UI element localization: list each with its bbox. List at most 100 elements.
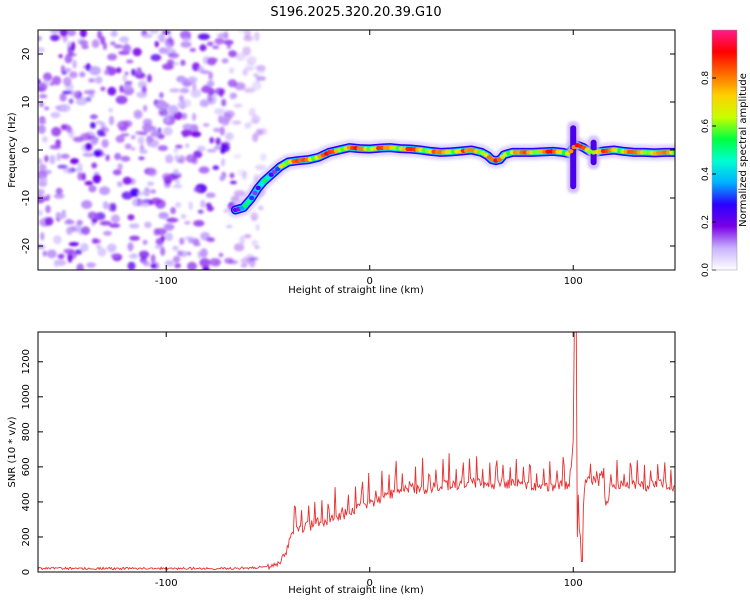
noise-blob <box>127 214 135 221</box>
noise-blob <box>180 30 191 40</box>
noise-blob <box>76 219 83 226</box>
noise-blob <box>87 211 97 220</box>
noise-blob <box>233 103 243 108</box>
noise-blob <box>170 207 177 215</box>
noise-blob <box>86 262 96 268</box>
noise-blob <box>255 223 260 231</box>
noise-blob <box>188 201 193 211</box>
noise-blob <box>157 127 162 133</box>
noise-blob <box>169 88 181 93</box>
noise-blob <box>45 205 51 214</box>
noise-blob <box>198 166 210 174</box>
noise-blob <box>97 30 102 40</box>
noise-blob <box>175 179 181 185</box>
colorbar-tick-label: 0.0 <box>701 263 711 278</box>
noise-blob <box>150 254 156 264</box>
noise-blob <box>129 235 141 241</box>
noise-blob <box>79 71 86 78</box>
y-tick-label: 600 <box>21 457 32 476</box>
noise-blob <box>158 47 168 54</box>
noise-blob <box>63 67 72 73</box>
noise-blob <box>248 107 256 117</box>
noise-blob <box>173 147 179 154</box>
noise-blob <box>142 123 154 133</box>
noise-blob <box>173 168 179 175</box>
noise-blob <box>82 153 95 157</box>
noise-blob <box>132 198 138 207</box>
noise-blob <box>243 87 256 93</box>
noise-blob <box>122 120 133 128</box>
noise-blob <box>166 43 171 50</box>
noise-blob <box>95 76 103 84</box>
noise-blob <box>42 136 48 143</box>
noise-blob <box>185 143 190 148</box>
y-tick-label: -20 <box>21 238 32 254</box>
noise-blob <box>206 148 217 153</box>
noise-blob <box>179 237 185 245</box>
noise-blob <box>187 261 197 270</box>
noise-blob <box>70 158 79 165</box>
colorbar-tick-label: 0.8 <box>701 71 711 86</box>
noise-blob <box>141 33 153 38</box>
noise-blob <box>190 89 202 98</box>
noise-blob <box>69 71 78 79</box>
noise-blob <box>178 155 186 164</box>
snr-ylabel: SNR (10 * v/v) <box>7 416 18 487</box>
noise-blob <box>132 47 142 57</box>
noise-blob <box>91 238 99 244</box>
noise-blob <box>91 218 98 224</box>
noise-blob <box>251 114 261 124</box>
noise-blob <box>75 167 84 173</box>
noise-blob <box>214 87 226 96</box>
ridge-segment <box>255 185 261 191</box>
noise-blob <box>99 220 112 226</box>
noise-blob <box>221 58 229 64</box>
noise-blob <box>91 162 98 169</box>
noise-blob <box>251 216 257 221</box>
noise-blob <box>59 93 67 102</box>
noise-blob <box>235 52 246 61</box>
noise-blob <box>38 35 42 42</box>
colorbar-label: Normalized spectral amplitude <box>738 73 749 227</box>
noise-blob <box>254 245 260 250</box>
noise-blob <box>181 129 193 137</box>
noise-blob <box>160 235 166 242</box>
noise-blob <box>172 255 181 263</box>
noise-blob <box>115 135 125 143</box>
noise-blob <box>95 120 104 125</box>
noise-blob <box>182 37 192 42</box>
noise-blob <box>177 102 187 107</box>
noise-blob <box>38 158 43 165</box>
colorbar-border <box>711 29 738 271</box>
noise-blob <box>64 219 75 225</box>
noise-blob <box>160 247 166 256</box>
ridge-segment <box>496 157 502 162</box>
noise-blob <box>193 220 205 227</box>
noise-blob <box>260 153 267 162</box>
noise-blob <box>77 172 84 181</box>
noise-blob <box>112 30 117 36</box>
noise-blob <box>120 133 130 137</box>
noise-blob <box>122 74 127 82</box>
ridge-segment <box>268 172 274 177</box>
noise-blob <box>256 76 267 81</box>
noise-blob <box>59 104 71 113</box>
noise-blob <box>150 263 157 269</box>
ridge-segment <box>252 190 258 196</box>
noise-blob <box>115 95 128 105</box>
noise-blob <box>238 30 248 34</box>
noise-blob <box>83 90 96 95</box>
noise-blob <box>164 260 175 267</box>
noise-blob <box>159 92 164 99</box>
noise-blob <box>240 257 252 265</box>
noise-blob <box>147 167 158 177</box>
noise-blob <box>178 95 185 102</box>
noise-blob <box>38 170 48 180</box>
noise-blob <box>168 52 180 59</box>
noise-blob <box>139 199 151 207</box>
noise-blob <box>143 261 150 267</box>
noise-blob <box>193 187 201 193</box>
x-tick-label: 100 <box>564 276 583 287</box>
noise-blob <box>38 197 45 204</box>
